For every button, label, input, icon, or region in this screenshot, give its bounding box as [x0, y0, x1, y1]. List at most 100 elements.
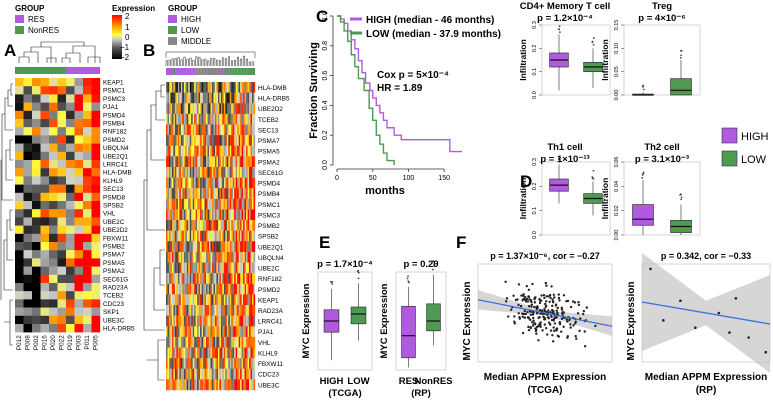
heatmap-cell — [204, 315, 207, 327]
heatmap-cell — [188, 294, 190, 306]
heatmap-cell — [192, 305, 195, 316]
heatmap-cell — [235, 262, 238, 274]
box-res — [401, 305, 416, 359]
heatmap-cell — [213, 188, 216, 200]
heatmap-cell — [223, 336, 226, 348]
heatmap-cell — [207, 166, 210, 178]
heatmap-cell — [166, 315, 168, 327]
gene-label: HLA-DMB — [258, 85, 287, 92]
heatmap-cell — [182, 209, 184, 221]
dendrogram-branch — [216, 59, 219, 66]
heatmap-cell — [179, 177, 182, 189]
heatmap-cell — [232, 113, 235, 125]
heatmap-cell — [229, 347, 232, 359]
heatmap-cell — [23, 135, 33, 144]
gene-label: PSMD4 — [103, 112, 125, 119]
heatmap-cell — [170, 262, 173, 274]
heatmap-cell — [243, 188, 245, 200]
heatmap-cell — [15, 291, 24, 300]
heatmap-cell — [235, 283, 238, 295]
scatter-point — [512, 294, 515, 297]
heatmap-cell — [226, 177, 229, 189]
group-bar-cell — [23, 67, 32, 74]
heatmap-cell — [214, 368, 217, 380]
km-curve-low — [337, 15, 395, 165]
heatmap-cell — [83, 233, 92, 243]
heatmap-cell — [198, 368, 201, 380]
heatmap-cell — [192, 262, 195, 274]
heatmap-cell — [238, 177, 241, 189]
heatmap-cell — [231, 188, 233, 200]
heatmap-cell — [183, 326, 186, 338]
heatmap-cell — [174, 145, 177, 157]
heatmap-cell — [209, 315, 211, 327]
heatmap-cell — [246, 188, 248, 200]
heatmap-cell — [201, 336, 204, 348]
subplot-ylabel: Infiltration — [600, 178, 610, 220]
heatmap-cell — [241, 82, 244, 93]
heatmap-cell — [226, 230, 229, 242]
heatmap-cell — [234, 379, 236, 391]
heatmap-cell — [219, 358, 222, 369]
heatmap-cell — [179, 166, 182, 178]
heatmap-cell — [238, 283, 241, 295]
heatmap-cell — [206, 241, 208, 253]
heatmap-cell — [197, 166, 199, 178]
heatmap-cell — [244, 230, 247, 242]
heatmap-cell — [23, 299, 33, 308]
heatmap-cell — [168, 135, 171, 146]
dendrogram-branch — [248, 61, 251, 66]
heatmap-cell — [238, 220, 241, 231]
heatmap-cell — [243, 294, 245, 306]
heatmap-cell — [198, 177, 201, 189]
scatter-point — [578, 329, 581, 333]
heatmap-cell — [23, 160, 33, 169]
scatter-point — [526, 300, 530, 303]
heatmap-cell — [177, 166, 180, 178]
heatmap-cell — [231, 124, 233, 136]
heatmap-cell — [252, 113, 254, 125]
heatmap-cell — [217, 156, 220, 168]
heatmap-cell — [217, 315, 220, 327]
gene-label: VHL — [258, 340, 271, 347]
heatmap-cell — [32, 315, 41, 325]
heatmap-cell — [219, 305, 222, 316]
heatmap-cell — [210, 251, 213, 263]
heatmap-cell — [252, 305, 254, 316]
scatter-point — [529, 318, 532, 322]
heatmap-cell — [216, 251, 219, 263]
heatmap-cell — [197, 368, 199, 380]
heatmap-cell — [170, 315, 173, 327]
heatmap-cell — [206, 379, 208, 391]
heatmap-cell — [195, 103, 198, 115]
heatmap-cell — [74, 119, 84, 128]
heatmap-cell — [167, 209, 170, 221]
heatmap-cell — [213, 262, 216, 274]
heatmap-cell — [32, 110, 41, 120]
heatmap-cell — [91, 283, 101, 292]
heatmap-cell — [211, 166, 214, 178]
heatmap-cell — [240, 315, 242, 327]
heatmap-cell — [206, 283, 208, 295]
heatmap-cell — [188, 135, 190, 146]
heatmap-cell — [49, 127, 58, 136]
heatmap-cell — [243, 156, 245, 168]
dendrogram-branch — [195, 56, 198, 66]
heatmap-cell — [168, 82, 171, 93]
heatmap-cell — [182, 283, 184, 295]
heatmap-cell — [177, 230, 180, 242]
heatmap-cell — [240, 188, 242, 200]
heatmap-cell — [241, 145, 244, 157]
heatmap-cell — [240, 283, 242, 295]
heatmap-cell — [240, 103, 242, 115]
heatmap-cell — [213, 198, 216, 210]
heatmap-cell — [40, 242, 50, 251]
heatmap-cell — [186, 177, 189, 189]
heatmap-cell — [197, 113, 199, 125]
heatmap-cell — [186, 379, 189, 391]
heatmap-cell — [231, 251, 233, 263]
heatmap-cell — [226, 82, 229, 93]
heatmap-cell — [226, 336, 229, 348]
scatter-point — [582, 309, 586, 313]
scatter-point — [527, 295, 531, 299]
